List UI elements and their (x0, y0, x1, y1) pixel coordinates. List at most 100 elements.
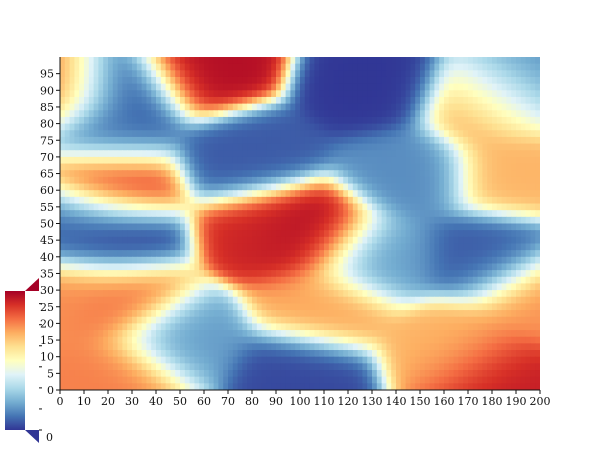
heatmap-cell (141, 110, 147, 118)
heatmap-cell (122, 236, 128, 245)
heatmap-cell (271, 236, 277, 245)
heatmap-cell (151, 203, 157, 211)
heatmap-cell (458, 123, 464, 131)
heatmap-cell (444, 76, 450, 85)
heatmap-cell (189, 70, 195, 78)
heatmap-cell (314, 230, 320, 238)
heatmap-cell (348, 236, 354, 245)
heatmap-cell (237, 203, 243, 211)
heatmap-cell (285, 383, 291, 390)
heatmap-cell (338, 63, 344, 71)
heatmap-cell (376, 323, 383, 331)
heatmap-cell (74, 303, 80, 311)
heatmap-cell (420, 323, 426, 331)
heatmap-cell (271, 116, 277, 125)
heatmap-cell (535, 363, 540, 371)
heatmap-cell (333, 243, 339, 251)
heatmap-cell (391, 350, 397, 358)
heatmap-cell (252, 256, 258, 265)
heatmap-cell (108, 303, 114, 311)
heatmap-cell (535, 116, 540, 125)
heatmap-cell (415, 223, 421, 231)
heatmap-cell (180, 323, 186, 331)
heatmap-cell (223, 256, 229, 265)
heatmap-cell (112, 150, 119, 158)
heatmap-cell (319, 270, 325, 278)
heatmap-cell (199, 296, 205, 305)
heatmap-cell (424, 316, 431, 324)
heatmap-cell (439, 143, 445, 151)
heatmap-cell (400, 70, 407, 78)
heatmap-cell (424, 356, 431, 364)
heatmap-cell (280, 383, 287, 390)
heatmap-cell (463, 116, 469, 125)
heatmap-cell (223, 376, 229, 384)
heatmap-cell (271, 216, 277, 225)
heatmap-cell (165, 83, 171, 91)
heatmap-cell (434, 303, 440, 311)
heatmap-cell (74, 130, 80, 138)
heatmap-cell (367, 143, 373, 151)
heatmap-cell (132, 276, 138, 285)
heatmap-cell (482, 183, 488, 191)
heatmap-cell (175, 216, 181, 225)
heatmap-cell (463, 216, 469, 225)
heatmap-cell (237, 323, 243, 331)
heatmap-cell (208, 83, 215, 91)
heatmap-cell (84, 283, 90, 291)
heatmap-cell (424, 276, 431, 285)
heatmap-cell (396, 343, 402, 351)
heatmap-cell (487, 270, 493, 278)
heatmap-cell (458, 263, 464, 271)
heatmap-cell (266, 376, 272, 384)
heatmap-cell (218, 276, 224, 285)
heatmap-cell (136, 290, 143, 298)
heatmap-cell (511, 350, 517, 358)
heatmap-cell (381, 330, 387, 338)
heatmap-cell (237, 190, 243, 198)
heatmap-cell (468, 356, 474, 364)
heatmap-cell (194, 103, 200, 111)
heatmap-cell (252, 236, 258, 245)
heatmap-cell (300, 230, 306, 238)
heatmap-cell (93, 323, 99, 331)
heatmap-cell (84, 310, 90, 318)
heatmap-cell (127, 330, 133, 338)
heatmap-cell (487, 83, 493, 91)
heatmap-cell (228, 223, 234, 231)
heatmap-cell (405, 363, 411, 371)
heatmap-cell (146, 323, 152, 331)
heatmap-cell (300, 183, 306, 191)
heatmap-cell (420, 363, 426, 371)
heatmap-cell (472, 57, 479, 65)
heatmap-cell (136, 123, 143, 131)
heatmap-cell (266, 296, 272, 305)
heatmap-cell (146, 176, 152, 185)
heatmap-cell (348, 356, 354, 364)
heatmap-cell (175, 270, 181, 278)
heatmap-cell (530, 290, 536, 298)
heatmap-cell (477, 250, 483, 258)
heatmap-cell (98, 370, 104, 378)
heatmap-cell (271, 283, 277, 291)
heatmap-cell (136, 110, 143, 118)
heatmap-cell (136, 203, 143, 211)
heatmap-cell (103, 343, 109, 351)
heatmap-cell (319, 130, 325, 138)
heatmap-cell (458, 363, 464, 371)
heatmap-cell (184, 323, 191, 331)
heatmap-cell (400, 190, 407, 198)
heatmap-cell (530, 330, 536, 338)
heatmap-cell (415, 323, 421, 331)
heatmap-cell (324, 96, 330, 105)
heatmap-cell (400, 83, 407, 91)
heatmap-cell (314, 70, 320, 78)
heatmap-cell (501, 57, 507, 65)
heatmap-cell (88, 156, 95, 165)
heatmap-cell (64, 116, 71, 125)
heatmap-cell (424, 236, 431, 245)
heatmap-cell (84, 323, 90, 331)
heatmap-cell (525, 210, 531, 218)
heatmap-cell (160, 143, 167, 151)
heatmap-cell (175, 103, 181, 111)
